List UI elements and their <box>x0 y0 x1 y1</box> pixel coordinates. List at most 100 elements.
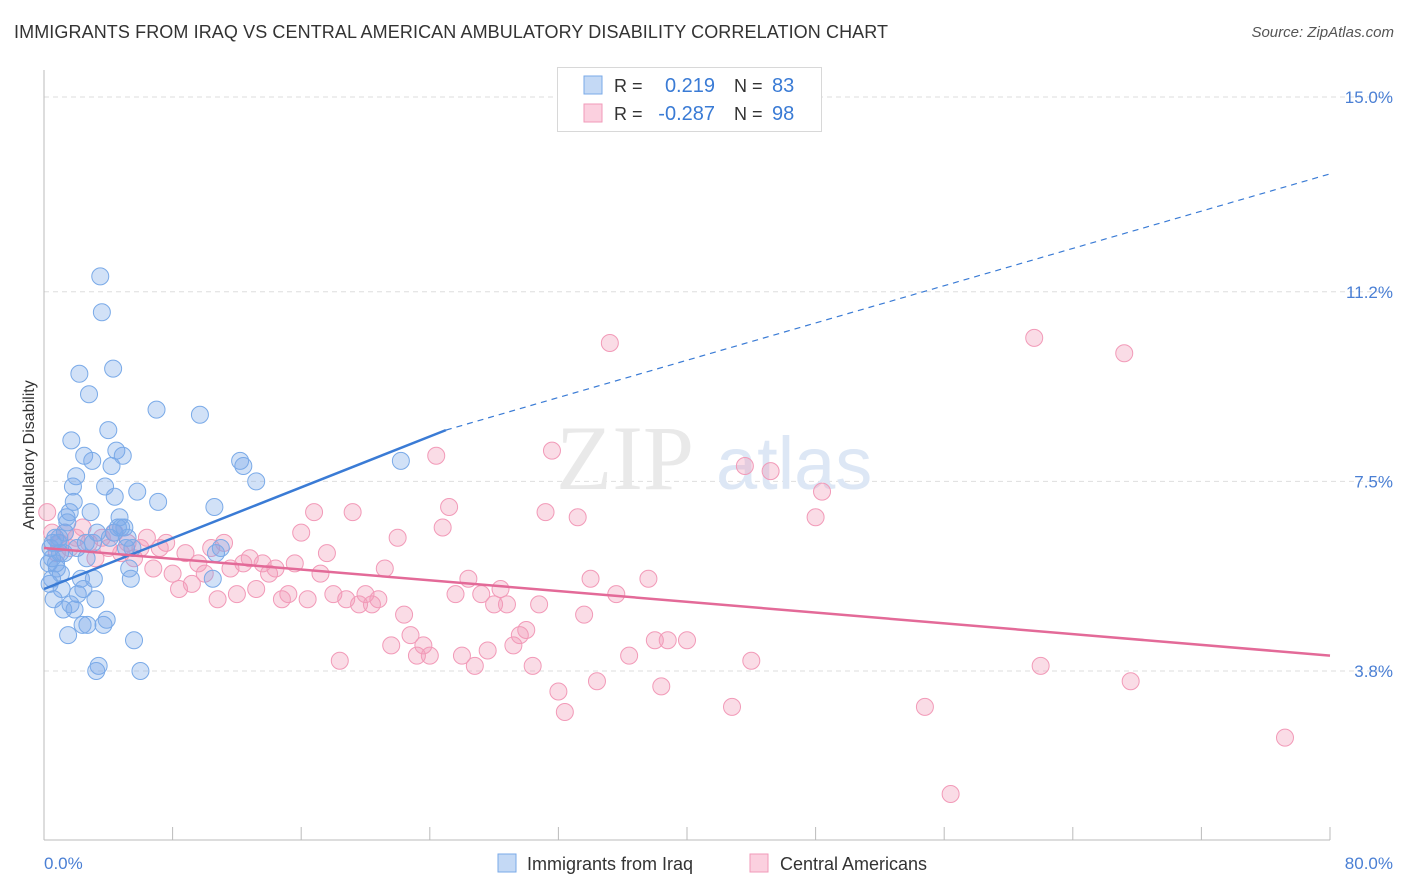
iraq-point <box>149 492 168 511</box>
legend-n-value-iraq: 83 <box>772 75 794 97</box>
central-point <box>208 590 227 609</box>
central-point <box>395 605 414 624</box>
y-tick-labels: 3.8% 7.5% 11.2% 15.0% <box>1345 88 1393 681</box>
central-trend-line <box>43 546 1331 657</box>
legend-r-value-iraq: 0.219 <box>665 75 715 97</box>
iraq-trend-line <box>43 428 447 591</box>
central-point <box>542 441 561 460</box>
central-point <box>658 631 677 650</box>
iraq-point <box>118 528 137 547</box>
iraq-point <box>128 482 147 501</box>
iraq-point <box>62 431 81 450</box>
iraq-point <box>131 662 150 680</box>
central-point <box>401 626 420 645</box>
iraq-point <box>205 498 224 516</box>
iraq-point <box>99 421 118 440</box>
central-point <box>465 656 484 675</box>
iraq-point <box>80 385 99 404</box>
central-point <box>176 544 195 563</box>
central-point <box>620 646 639 665</box>
iraq-point <box>67 467 86 486</box>
central-point <box>742 651 761 670</box>
central-point <box>530 595 549 614</box>
central-point <box>587 672 606 691</box>
legend-r-label-iraq: R = <box>614 76 643 96</box>
iraq-point <box>190 405 209 424</box>
series-legend-swatch-iraq <box>497 853 517 873</box>
y-tick-label: 7.5% <box>1354 472 1393 491</box>
y-tick-label: 15.0% <box>1345 88 1393 107</box>
iraq-point <box>105 487 124 506</box>
central-point <box>1115 344 1134 363</box>
central-point <box>343 503 362 522</box>
central-point <box>247 580 266 598</box>
central-point <box>575 605 594 624</box>
watermark-zip: ZIP <box>556 407 694 509</box>
central-point <box>600 334 619 352</box>
central-point <box>452 646 471 665</box>
iraq-trend-line-projection <box>445 173 1331 431</box>
iraq-point <box>89 656 108 675</box>
stats-legend-graphic: R = 0.219 N = 83 R = -0.287 N = 98 <box>583 75 794 125</box>
central-point <box>1025 328 1044 347</box>
central-point <box>735 457 754 475</box>
x-tick-label-max: 80.0% <box>1345 854 1393 873</box>
iraq-point <box>121 569 140 588</box>
central-point <box>388 528 407 547</box>
y-axis-label: Ambulatory Disability <box>21 380 38 529</box>
central-point <box>38 503 57 522</box>
central-point <box>1031 656 1050 675</box>
iraq-point <box>97 610 116 629</box>
chart-title: IMMIGRANTS FROM IRAQ VS CENTRAL AMERICAN… <box>14 22 889 42</box>
iraq-point <box>147 400 166 419</box>
iraq-point <box>104 359 123 378</box>
central-point <box>639 569 658 588</box>
series-legend-label-iraq: Immigrants from Iraq <box>527 854 693 874</box>
iraq-point <box>70 364 89 383</box>
iraq-point <box>59 626 78 645</box>
x-tick-label-min: 0.0% <box>44 854 83 873</box>
iraq-point <box>81 503 100 522</box>
central-point <box>678 631 696 650</box>
iraq-point <box>84 533 103 552</box>
central-point <box>549 682 568 701</box>
central-point <box>407 646 426 665</box>
central-point <box>311 564 330 583</box>
source-note: Source: ZipAtlas.com <box>1251 24 1394 41</box>
central-point <box>652 677 671 696</box>
iraq-point <box>74 580 93 598</box>
iraq-point <box>78 615 97 634</box>
central-point <box>369 590 388 609</box>
central-point <box>279 585 298 604</box>
central-point <box>298 590 317 609</box>
iraq-point <box>115 518 134 537</box>
iraq-point <box>87 662 106 680</box>
iraq-point <box>94 615 113 634</box>
iraq-point <box>77 549 96 568</box>
axes <box>43 70 1331 841</box>
central-point <box>568 508 587 527</box>
central-point <box>227 585 246 604</box>
iraq-point <box>58 513 77 532</box>
central-point <box>491 580 510 598</box>
central-point <box>420 646 439 665</box>
central-point <box>414 636 433 655</box>
trend-lines <box>43 173 1331 657</box>
central-point <box>375 559 394 578</box>
iraq-point <box>64 492 83 511</box>
central-point <box>446 585 465 604</box>
central-point <box>350 595 369 614</box>
central-point <box>504 636 523 655</box>
legend-r-label-central: R = <box>614 104 643 124</box>
central-point <box>1121 672 1140 691</box>
series-legend-label-central: Central Americans <box>780 854 927 874</box>
y-tick-label: 11.2% <box>1346 283 1393 302</box>
legend-n-label-central: N = <box>734 104 763 124</box>
central-point <box>485 595 504 614</box>
iraq-point <box>57 508 76 527</box>
iraq-point <box>391 451 410 470</box>
iraq-point <box>234 457 253 475</box>
legend-swatch-central <box>583 103 603 123</box>
legend-r-value-central: -0.287 <box>658 103 715 125</box>
